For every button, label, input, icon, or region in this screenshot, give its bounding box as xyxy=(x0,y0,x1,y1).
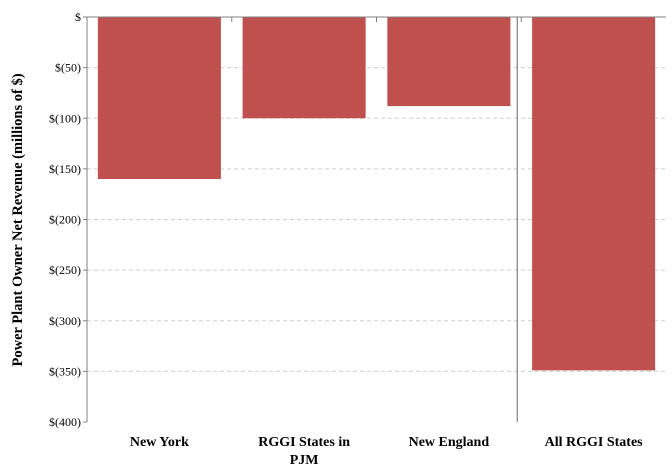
y-tick-label: $(200) xyxy=(49,213,81,227)
bar xyxy=(532,17,656,371)
category-labels: New York RGGI States in PJM New England All … xyxy=(130,435,643,468)
bar xyxy=(97,17,221,179)
y-axis-title: Power Plant Owner Net Revenue (millions … xyxy=(10,73,26,366)
y-tick-label: $(100) xyxy=(49,111,81,125)
bars xyxy=(97,17,656,371)
category-label: RGGI States in PJM xyxy=(258,435,350,468)
category-label: New England xyxy=(409,435,490,450)
y-tick-label: $(150) xyxy=(49,162,81,176)
y-tick-label: $(400) xyxy=(49,415,81,429)
bar xyxy=(387,17,511,107)
y-tick-labels: $ $(50) $(100) $(150) $(200) $(250) $(300) $(35… xyxy=(49,10,81,429)
y-tick-label: $ xyxy=(75,10,81,24)
y-tick-label: $(350) xyxy=(49,364,81,378)
y-tick-label: $(250) xyxy=(49,263,81,277)
y-tick-label: $(300) xyxy=(49,314,81,328)
axes xyxy=(83,16,666,423)
category-label: New York xyxy=(130,435,189,450)
bar xyxy=(242,17,366,119)
y-tick-label: $(50) xyxy=(55,61,81,75)
category-label: All RGGI States xyxy=(545,435,644,450)
